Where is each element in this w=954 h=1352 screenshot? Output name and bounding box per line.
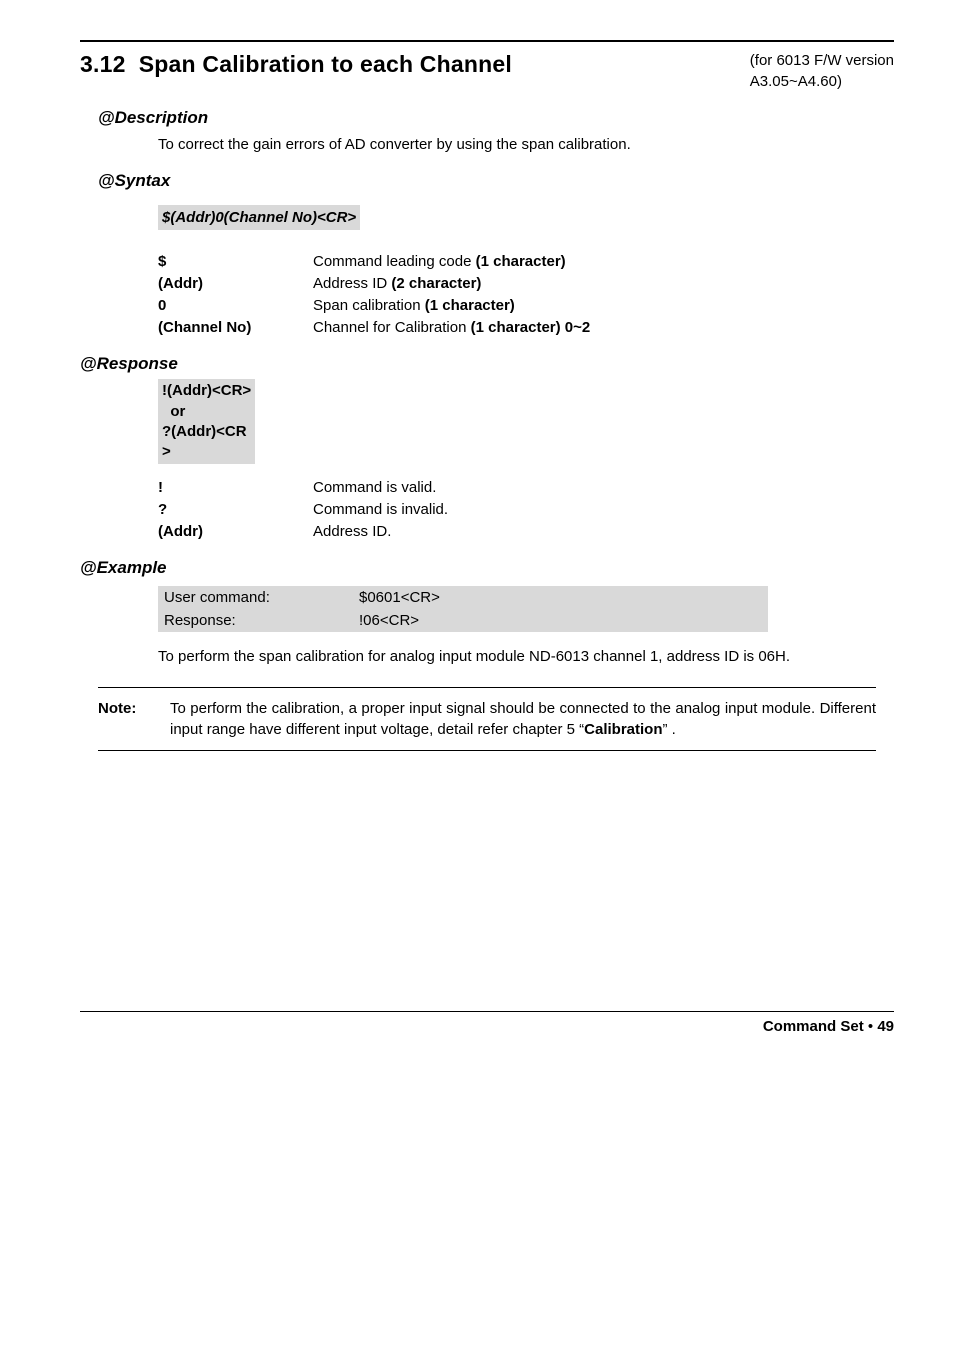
note-label: Note:: [98, 698, 170, 740]
param-val: Command leading code (1 character): [313, 251, 894, 272]
param-val: Span calibration (1 character): [313, 295, 894, 316]
param-row: ? Command is invalid.: [158, 499, 894, 520]
param-row: ! Command is valid.: [158, 477, 894, 498]
param-row: $ Command leading code (1 character): [158, 251, 894, 272]
footer-text: Command Set • 49: [80, 1016, 894, 1037]
note-rule-top: [98, 687, 876, 688]
example-table: User command: $0601<CR> Response: !06<CR…: [158, 586, 768, 632]
footer-page: 49: [877, 1018, 894, 1035]
section-title: 3.12 Span Calibration to each Channel: [80, 48, 512, 80]
table-row: Response: !06<CR>: [158, 609, 768, 632]
section-name: Span Calibration to each Channel: [139, 51, 512, 77]
param-row: (Addr) Address ID.: [158, 521, 894, 542]
example-text: To perform the span calibration for anal…: [158, 646, 816, 667]
resp-line1: !(Addr)<CR>: [162, 382, 251, 399]
param-key: ?: [158, 499, 313, 520]
param-val: Command is invalid.: [313, 499, 894, 520]
cmd-val: $0601<CR>: [359, 587, 762, 608]
response-box: !(Addr)<CR> or ?(Addr)<CR >: [158, 379, 255, 464]
cmd-val: !06<CR>: [359, 610, 762, 631]
param-row: (Addr) Address ID (2 character): [158, 273, 894, 294]
resp-or: or: [170, 403, 185, 420]
description-text: To correct the gain errors of AD convert…: [158, 134, 894, 155]
param-val: Address ID (2 character): [313, 273, 894, 294]
syntax-box: $(Addr)0(Channel No)<CR>: [158, 205, 360, 230]
version-note: (for 6013 F/W version A3.05~A4.60): [750, 50, 894, 92]
resp-line2b: >: [162, 443, 171, 460]
param-val: Address ID.: [313, 521, 894, 542]
note-rule-bot: [98, 750, 876, 751]
response-params: ! Command is valid. ? Command is invalid…: [158, 477, 894, 542]
param-key: (Channel No): [158, 317, 313, 338]
param-key: !: [158, 477, 313, 498]
resp-line2a: ?(Addr)<CR: [162, 423, 247, 440]
param-val: Channel for Calibration (1 character) 0~…: [313, 317, 894, 338]
syntax-params: $ Command leading code (1 character) (Ad…: [158, 251, 894, 338]
top-rule: [80, 40, 894, 42]
table-row: User command: $0601<CR>: [158, 586, 768, 609]
param-key: 0: [158, 295, 313, 316]
footer-label: Command Set: [763, 1018, 864, 1035]
note-block: Note: To perform the calibration, a prop…: [98, 698, 876, 740]
example-heading: @Example: [80, 556, 894, 580]
cmd-key: Response:: [164, 610, 359, 631]
version-line1: (for 6013 F/W version: [750, 52, 894, 69]
title-row: 3.12 Span Calibration to each Channel (f…: [80, 48, 894, 92]
response-heading: @Response: [80, 352, 894, 376]
param-key: (Addr): [158, 521, 313, 542]
syntax-heading: @Syntax: [98, 169, 894, 193]
section-number: 3.12: [80, 51, 126, 77]
param-val: Command is valid.: [313, 477, 894, 498]
note-body: To perform the calibration, a proper inp…: [170, 698, 876, 740]
cmd-key: User command:: [164, 587, 359, 608]
footer-rule: [80, 1011, 894, 1012]
param-key: (Addr): [158, 273, 313, 294]
bullet-icon: •: [868, 1018, 873, 1035]
param-key: $: [158, 251, 313, 272]
param-row: (Channel No) Channel for Calibration (1 …: [158, 317, 894, 338]
param-row: 0 Span calibration (1 character): [158, 295, 894, 316]
version-line2: A3.05~A4.60): [750, 73, 842, 90]
description-heading: @Description: [98, 106, 894, 130]
